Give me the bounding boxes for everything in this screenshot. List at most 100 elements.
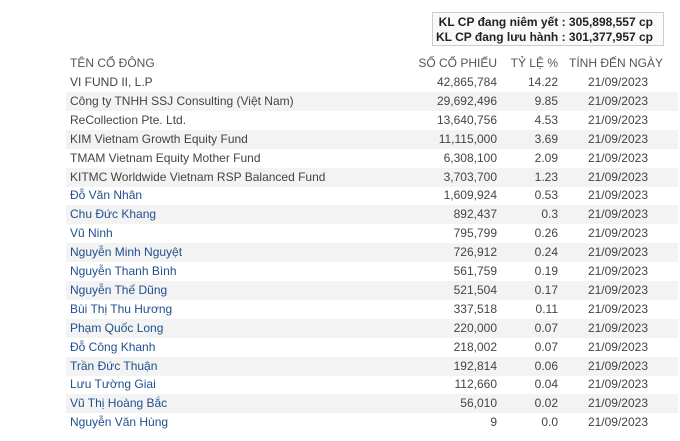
cell: 0.0 (541, 415, 558, 430)
cell: 21/09/2023 (587, 377, 648, 392)
table-row: VI FUND II, L.P 42,865,784 14.22 21/09/2023 (66, 73, 678, 92)
cell: 0.04 (534, 377, 558, 392)
cell: 21/09/2023 (587, 301, 648, 316)
cell: 21/09/2023 (587, 396, 648, 411)
table-row: Nguyễn Văn Hùng 9 0.0 21/09/2023 (66, 413, 678, 432)
table-row: Bùi Thị Thu Hương 337,518 0.11 21/09/2023 (66, 300, 678, 319)
shareholder-link[interactable]: Nguyễn Thế Dũng (70, 282, 168, 297)
cell: 9.85 (534, 93, 558, 108)
cell: 11,115,000 (438, 131, 497, 146)
listed-shares: KL CP đang niêm yết : 305,898,557 cp (438, 15, 653, 29)
cell: 0.26 (534, 226, 558, 241)
shareholder-name: VI FUND II, L.P (70, 75, 153, 89)
table-row: Lưu Tường Giai 112,660 0.04 21/09/2023 (66, 375, 678, 394)
table-row: Phạm Quốc Long 220,000 0.07 21/09/2023 (66, 318, 678, 338)
shareholder-link[interactable]: Đỗ Văn Nhân (70, 188, 143, 203)
cell: 21/09/2023 (587, 415, 648, 430)
table-row: TMAM Vietnam Equity Mother Fund 6,308,100… (66, 149, 678, 168)
table-row: KITMC Worldwide Vietnam RSP Balanced Fun… (66, 167, 678, 187)
header-row: TÊN CỔ ĐÔNG SỐ CỔ PHIẾU TỶ LỆ % TÍNH ĐẾN NG… (66, 54, 678, 73)
column-header: TỶ LỆ % (510, 56, 558, 70)
cell: 3,703,700 (443, 169, 497, 184)
cell: 21/09/2023 (587, 93, 648, 108)
table-row: ReCollection Pte. Ltd. 13,640,756 4.53 21/0… (66, 111, 678, 130)
cell: 2.09 (534, 150, 558, 165)
shareholder-name: KITMC Worldwide Vietnam RSP Balanced Fun… (70, 169, 326, 184)
column-header: SỐ CỔ PHIẾU (418, 56, 497, 70)
shareholder-link[interactable]: Nguyễn Minh Nguyệt (70, 245, 183, 260)
cell: 13,640,756 (436, 112, 497, 127)
cell: 0.3 (541, 207, 558, 222)
cell: 0.06 (534, 358, 558, 373)
cell: 21/09/2023 (587, 320, 648, 335)
cell: 892,437 (453, 207, 497, 222)
table-row: Đỗ Công Khanh 218,002 0.07 21/09/2023 (66, 338, 678, 357)
cell: 1.23 (534, 169, 558, 184)
shareholder-link[interactable]: Bùi Thị Thu Hương (70, 301, 173, 316)
table-row: Trần Đức Thuận 192,814 0.06 21/09/2023 (66, 356, 678, 376)
table-row: Nguyễn Thanh Bình 561,759 0.19 21/09/2023 (66, 262, 678, 281)
outstanding-shares: KL CP đang lưu hành : 301,377,957 cp (436, 30, 653, 44)
cell: 14.22 (527, 75, 558, 89)
shareholder-name: ReCollection Pte. Ltd. (70, 112, 187, 127)
shareholder-link[interactable]: Chu Đức Khang (70, 207, 157, 222)
cell: 21/09/2023 (587, 282, 648, 297)
shareholder-link[interactable]: Vũ Thị Hoàng Bắc (70, 396, 168, 411)
cell: 21/09/2023 (587, 358, 648, 373)
cell: 21/09/2023 (587, 131, 648, 146)
cell: 29,692,496 (436, 93, 497, 108)
cell: 726,912 (453, 245, 497, 260)
shareholder-link[interactable]: Nguyễn Thanh Bình (70, 264, 177, 278)
table-row: Nguyễn Thế Dũng 521,504 0.17 21/09/2023 (66, 280, 678, 300)
cell: 192,814 (453, 358, 497, 373)
column-header: TÊN CỔ ĐÔNG (70, 56, 155, 70)
cell: 3.69 (534, 131, 558, 146)
shareholder-link[interactable]: Trần Đức Thuận (70, 358, 158, 373)
cell: 1,609,924 (443, 188, 497, 203)
cell: 21/09/2023 (587, 188, 648, 203)
cell: 0.07 (534, 339, 558, 354)
shareholder-name: KIM Vietnam Growth Equity Fund (70, 131, 248, 146)
cell: 0.24 (534, 245, 558, 260)
cell: 6,308,100 (443, 150, 497, 165)
cell: 0.07 (534, 320, 558, 335)
shareholder-link[interactable]: Lưu Tường Giai (70, 377, 156, 392)
cell: 337,518 (453, 301, 497, 316)
cell: 56,010 (460, 396, 497, 411)
table-row: Chu Đức Khang 892,437 0.3 21/09/2023 (66, 205, 678, 225)
table-row: KIM Vietnam Growth Equity Fund 11,115,000… (66, 129, 678, 149)
cell: 521,504 (453, 282, 497, 297)
cell: 21/09/2023 (587, 75, 648, 89)
cell: 0.02 (534, 396, 558, 411)
table-row: Đỗ Văn Nhân 1,609,924 0.53 21/09/2023 (66, 186, 678, 205)
cell: 220,000 (453, 320, 497, 335)
shareholder-link[interactable]: Vũ Ninh (70, 226, 113, 241)
table-row: Vũ Thị Hoàng Bắc 56,010 0.02 21/09/2023 (66, 394, 678, 414)
cell: 21/09/2023 (587, 264, 648, 278)
cell: 42,865,784 (436, 75, 497, 89)
cell: 218,002 (453, 339, 497, 354)
cell: 21/09/2023 (587, 226, 648, 241)
cell: 21/09/2023 (587, 207, 648, 222)
cell: 0.19 (534, 264, 558, 278)
cell: 21/09/2023 (587, 150, 648, 165)
shareholder-link[interactable]: Nguyễn Văn Hùng (70, 415, 169, 430)
table-row: Công ty TNHH SSJ Consulting (Việt Nam) 29… (66, 91, 678, 111)
shareholder-name: TMAM Vietnam Equity Mother Fund (70, 150, 261, 165)
cell: 561,759 (453, 264, 497, 278)
cell: 21/09/2023 (587, 112, 648, 127)
cell: 21/09/2023 (587, 169, 648, 184)
cell: 4.53 (534, 112, 558, 127)
table-row: Nguyễn Minh Nguyệt 726,912 0.24 21/09/2023 (66, 243, 678, 263)
shareholder-link[interactable]: Phạm Quốc Long (70, 320, 164, 335)
shareholder-name: Công ty TNHH SSJ Consulting (Việt Nam) (70, 93, 294, 108)
table-row: Vũ Ninh 795,799 0.26 21/09/2023 (66, 224, 678, 243)
cell: 21/09/2023 (587, 245, 648, 260)
column-header: TÍNH ĐẾN NGÀY (568, 56, 663, 70)
cell: 21/09/2023 (587, 339, 648, 354)
shareholder-link[interactable]: Đỗ Công Khanh (70, 339, 156, 354)
cell: 0.53 (534, 188, 558, 203)
cell: 0.17 (534, 282, 558, 297)
cell: 112,660 (454, 377, 498, 392)
